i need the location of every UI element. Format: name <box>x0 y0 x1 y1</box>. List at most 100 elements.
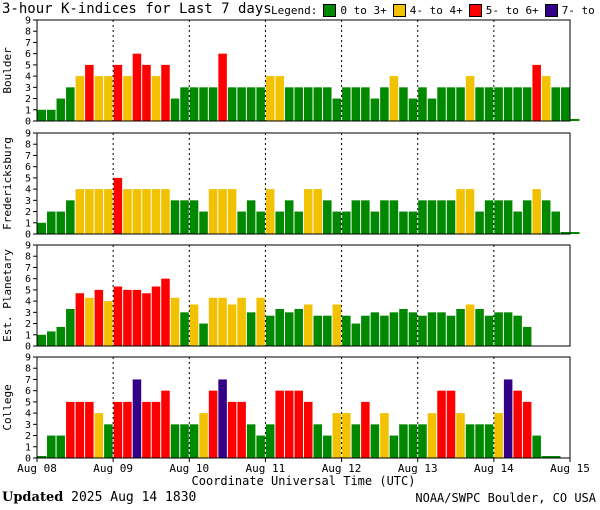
k-bar-3-3 <box>66 401 75 458</box>
k-bar-1-40 <box>418 200 427 234</box>
k-bar-2-5 <box>85 297 94 346</box>
k-bar-0-53 <box>541 76 551 121</box>
y-tick-label-2-1: 1 <box>25 330 31 341</box>
k-bar-3-8 <box>113 401 123 458</box>
k-bar-0-21 <box>237 87 246 121</box>
k-bar-1-3 <box>66 200 75 234</box>
k-bar-1-2 <box>56 211 66 234</box>
k-bar-0-8 <box>113 64 123 121</box>
updated-value: 2025 Aug 14 1830 <box>71 490 197 505</box>
k-bar-3-33 <box>351 424 361 458</box>
y-tick-label-1-2: 2 <box>25 207 31 218</box>
footer-updated: Updated 2025 Aug 14 1830 <box>2 490 196 505</box>
y-tick-label-2-5: 5 <box>25 285 31 296</box>
legend-swatch-severe <box>544 4 558 17</box>
y-tick-label-3-4: 4 <box>25 409 31 420</box>
k-bar-1-26 <box>284 200 294 234</box>
k-bar-0-43 <box>446 87 456 121</box>
footer-credit: NOAA/SWPC Boulder, CO USA <box>415 491 596 505</box>
k-bar-3-13 <box>161 390 170 458</box>
y-tick-label-2-0: 0 <box>25 342 31 353</box>
k-bar-3-30 <box>323 435 332 458</box>
panel-frame-0 <box>36 19 571 122</box>
x-tick-label-7: Aug 15 <box>550 462 590 475</box>
k-bar-3-21 <box>237 401 246 458</box>
k-bar-3-17 <box>199 413 208 458</box>
k-bar-2-0 <box>37 334 47 346</box>
k-bar-3-28 <box>304 401 313 458</box>
k-bar-1-24 <box>265 189 275 234</box>
k-bar-1-28 <box>304 189 313 234</box>
legend-text-active: 4- to 4+ <box>409 4 463 17</box>
k-bar-3-15 <box>180 424 189 458</box>
y-tick-label-1-4: 4 <box>25 185 31 196</box>
k-bar-3-10 <box>132 379 142 458</box>
k-bar-3-22 <box>246 424 256 458</box>
k-bar-1-9 <box>123 189 132 234</box>
k-bar-3-48 <box>494 413 503 458</box>
k-bar-0-11 <box>142 64 151 121</box>
k-bar-1-38 <box>399 211 408 234</box>
k-bar-3-41 <box>427 413 437 458</box>
k-bar-1-53 <box>541 200 551 234</box>
k-bar-0-9 <box>123 76 132 121</box>
k-bar-3-18 <box>208 390 218 458</box>
y-tick-label-3-6: 6 <box>25 386 31 397</box>
k-bar-0-36 <box>380 87 389 121</box>
k-bar-2-35 <box>370 312 380 346</box>
k-bar-0-41 <box>427 98 437 121</box>
y-tick-label-1-6: 6 <box>25 162 31 173</box>
k-bar-0-10 <box>132 53 142 121</box>
y-tick-label-2-6: 6 <box>25 274 31 285</box>
k-bar-1-37 <box>389 200 399 234</box>
k-bar-0-12 <box>151 76 161 121</box>
k-bar-0-23 <box>256 87 265 121</box>
k-bar-1-18 <box>208 189 218 234</box>
k-bar-2-18 <box>208 297 218 346</box>
k-bar-2-14 <box>170 297 180 346</box>
k-bar-3-24 <box>265 424 275 458</box>
k-bar-2-20 <box>227 304 237 346</box>
y-tick-label-2-4: 4 <box>25 297 31 308</box>
y-tick-label-1-5: 5 <box>25 173 31 184</box>
k-bar-1-41 <box>427 200 437 234</box>
k-bar-2-38 <box>399 308 408 346</box>
k-bar-3-25 <box>275 390 284 458</box>
k-bar-2-48 <box>494 312 503 346</box>
y-tick-label-3-1: 1 <box>25 442 31 453</box>
k-bar-2-8 <box>113 286 123 346</box>
k-bar-1-12 <box>151 189 161 234</box>
k-bar-2-2 <box>56 326 66 346</box>
k-bar-1-51 <box>522 200 532 234</box>
k-bar-3-51 <box>522 401 532 458</box>
y-tick-label-1-8: 8 <box>25 140 31 151</box>
k-bar-1-22 <box>246 200 256 234</box>
k-bar-1-39 <box>408 211 418 234</box>
k-bar-1-31 <box>332 211 342 234</box>
x-tick-label-4: Aug 12 <box>322 462 362 475</box>
k-bar-1-27 <box>294 211 303 234</box>
y-tick-label-0-3: 3 <box>25 83 31 94</box>
k-bar-3-11 <box>142 401 151 458</box>
k-bar-1-10 <box>132 189 142 234</box>
k-bar-0-17 <box>199 87 208 121</box>
k-bar-0-28 <box>304 87 313 121</box>
k-bar-2-10 <box>132 289 142 346</box>
y-tick-label-0-2: 2 <box>25 94 31 105</box>
k-bar-0-55 <box>560 87 570 121</box>
k-bar-2-39 <box>408 312 418 346</box>
y-tick-label-2-2: 2 <box>25 319 31 330</box>
k-bar-0-19 <box>218 53 227 121</box>
k-bar-0-6 <box>94 76 104 121</box>
y-tick-label-1-7: 7 <box>25 151 31 162</box>
k-bar-1-30 <box>323 200 332 234</box>
k-bar-3-38 <box>399 424 408 458</box>
y-tick-label-2-3: 3 <box>25 308 31 319</box>
k-bar-2-50 <box>513 315 522 346</box>
k-bar-2-43 <box>446 315 456 346</box>
k-bar-3-2 <box>56 435 66 458</box>
legend-text-severe: 7- to 9 <box>561 4 600 17</box>
k-bar-1-8 <box>113 177 123 234</box>
k-bar-2-42 <box>437 312 446 346</box>
